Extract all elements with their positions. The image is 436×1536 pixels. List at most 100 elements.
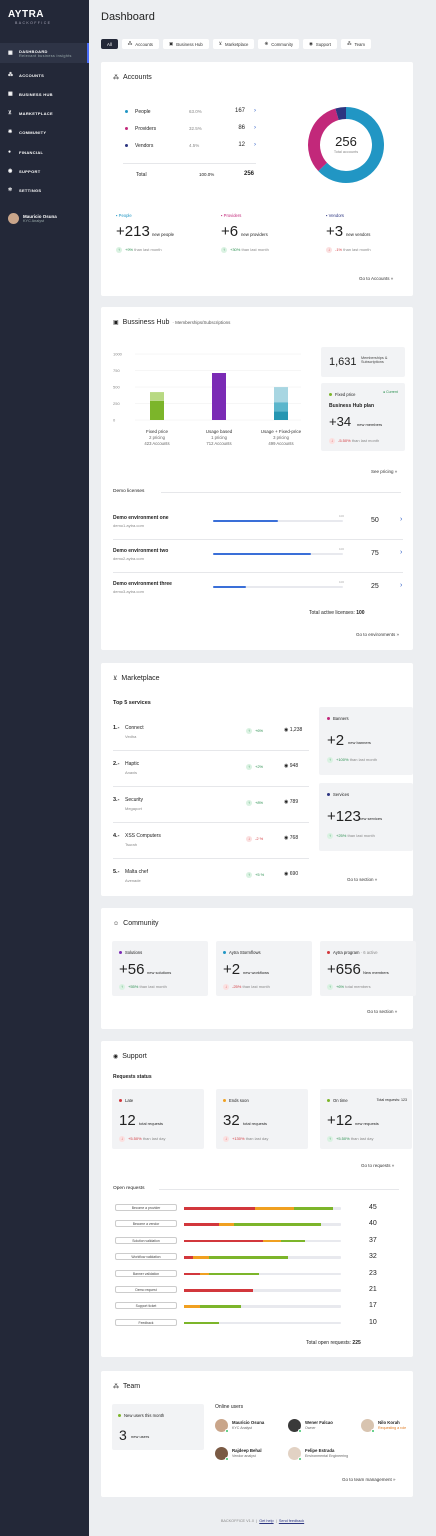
service-name: Connect bbox=[125, 725, 144, 731]
user-name: Mauricio Osuna bbox=[23, 214, 57, 219]
total-label: Total bbox=[136, 172, 147, 178]
delta-value: +30% bbox=[230, 247, 241, 252]
stat-value: +6 bbox=[221, 223, 239, 240]
logo[interactable]: AYTRA BACKOFFICE bbox=[8, 9, 51, 25]
go-to-accounts-link[interactable]: Go to Accounts » bbox=[359, 276, 393, 281]
tab-support[interactable]: ◉ Support bbox=[302, 39, 337, 49]
status-dot bbox=[327, 717, 330, 721]
plan-name: Business Hub plan bbox=[329, 403, 375, 409]
arrow-up-icon: ↑ bbox=[327, 1136, 333, 1142]
delta-value: +100% bbox=[336, 757, 349, 762]
sidebar-item-business-hub[interactable]: ▦ BUSINESS HUB bbox=[0, 85, 89, 103]
service-rank: 2.- bbox=[113, 761, 120, 767]
status-delta: ↓ +5.50% than last day bbox=[119, 1136, 166, 1142]
delta-value: +5 % bbox=[255, 872, 265, 877]
community-stat-box: Aytra Stormflows +2 new workflows ↓ -25% th… bbox=[216, 941, 312, 996]
service-name: Security bbox=[125, 797, 144, 803]
arrow-up-icon: ↑ bbox=[246, 764, 252, 770]
get-help-link[interactable]: Get help bbox=[259, 1519, 274, 1523]
sidebar-item-financial[interactable]: ● FINANCIAL bbox=[0, 143, 89, 161]
card-title-text: Accounts bbox=[123, 74, 152, 81]
go-to-environments-link[interactable]: Go to environments » bbox=[356, 632, 399, 637]
tab-community[interactable]: ❋ Community bbox=[258, 39, 299, 49]
request-count: 32 bbox=[369, 1253, 377, 1261]
go-to-team-link[interactable]: Go to team management » bbox=[342, 1477, 396, 1482]
open-requests-title: Open requests bbox=[113, 1186, 145, 1191]
go-to-section-link[interactable]: Go to section » bbox=[347, 877, 377, 882]
bar-segment bbox=[212, 373, 226, 420]
chevron-right-icon[interactable]: › bbox=[254, 108, 256, 114]
logo-text: AYTRA bbox=[8, 9, 45, 20]
stat-value: +3 bbox=[326, 223, 344, 240]
sidebar-item-support[interactable]: ◉ SUPPORT bbox=[0, 162, 89, 180]
divider bbox=[113, 539, 403, 540]
sidebar-item-accounts[interactable]: ⁂ ACCOUNTS bbox=[0, 66, 89, 84]
sidebar-item-marketplace[interactable]: ⊻ MARKETPLACE bbox=[0, 104, 89, 122]
current-badge: ● Current bbox=[383, 390, 398, 394]
chevron-right-icon[interactable]: › bbox=[254, 142, 256, 148]
delta-suffix: than last month bbox=[343, 247, 371, 252]
views-count: 768 bbox=[289, 835, 299, 841]
chevron-right-icon[interactable]: › bbox=[400, 516, 403, 523]
divider bbox=[123, 163, 256, 164]
team-card: ⁂ Team New users this month 3 new users O… bbox=[101, 1371, 413, 1497]
tab-label: Support bbox=[315, 41, 331, 47]
main-content: Dashboard All ⁂ Accounts ▣ Business Hub ⊻ M… bbox=[89, 0, 436, 1536]
tab-team[interactable]: ⁂ Team bbox=[340, 39, 371, 49]
y-tick-label: 500 bbox=[113, 385, 120, 390]
cart-icon: ⊻ bbox=[8, 109, 12, 116]
user-role: Environmental Engineering bbox=[305, 1454, 349, 1458]
label-text: Solutions bbox=[125, 950, 143, 955]
chevron-right-icon[interactable]: › bbox=[400, 582, 403, 589]
request-bar-segment bbox=[184, 1256, 194, 1259]
sidebar-item-settings[interactable]: ✲ SETTINGS bbox=[0, 181, 89, 199]
sidebar-item-label: SETTINGS bbox=[19, 187, 42, 193]
double-chevron-icon: » bbox=[391, 1163, 395, 1168]
demo-progress-fill bbox=[213, 520, 278, 522]
go-to-requests-link[interactable]: Go to requests » bbox=[361, 1163, 394, 1168]
demo-url: demo2.aytra.com bbox=[113, 556, 144, 561]
service-views: ◉ 789 bbox=[284, 799, 298, 805]
status-dot bbox=[327, 1099, 330, 1103]
services-value: +123 bbox=[327, 808, 361, 825]
demo-max: 100 bbox=[339, 547, 345, 551]
tab-label: Marketplace bbox=[225, 41, 249, 47]
service-views: ◉ 948 bbox=[284, 763, 298, 769]
request-count: 17 bbox=[369, 1302, 377, 1310]
request-bar-segment bbox=[209, 1272, 260, 1276]
tab-business-hub[interactable]: ▣ Business Hub bbox=[162, 39, 209, 49]
label-text: New users this month bbox=[124, 1413, 165, 1418]
link-label: Go to team management bbox=[342, 1477, 392, 1482]
stat-value: +213 bbox=[116, 223, 150, 240]
request-bar-track bbox=[184, 1321, 341, 1325]
tab-accounts[interactable]: ⁂ Accounts bbox=[121, 39, 159, 49]
link-label: Go to environments bbox=[356, 632, 396, 637]
arrow-down-icon: ↓ bbox=[223, 1136, 229, 1142]
business-hub-card: ▣ Bussiness Hub · Memberships/Subscription… bbox=[101, 307, 413, 650]
sidebar-item-community[interactable]: ❋ COMMUNITY bbox=[0, 123, 89, 141]
see-pricing-link[interactable]: See pricing » bbox=[371, 469, 397, 474]
tab-label: Business Hub bbox=[176, 41, 203, 47]
go-to-section-link[interactable]: Go to section » bbox=[367, 1009, 397, 1014]
status-value: +12 bbox=[327, 1112, 353, 1129]
sidebar-item-dashboard[interactable]: ▦ DASHBOARD Relevant business insights bbox=[0, 43, 89, 63]
chevron-right-icon[interactable]: › bbox=[254, 125, 256, 131]
send-feedback-link[interactable]: Send feedback bbox=[278, 1519, 305, 1523]
bar-pricing-label: 3 pricing bbox=[273, 435, 289, 440]
support-icon: ◉ bbox=[113, 1054, 119, 1060]
card-title-text: Support bbox=[122, 1053, 147, 1060]
bar-accounts-label: 499 Accounts bbox=[268, 441, 293, 446]
service-views: ◉ 690 bbox=[284, 871, 298, 877]
label-text: Aytra program bbox=[333, 950, 360, 955]
tab-marketplace[interactable]: ⊻ Marketplace bbox=[212, 39, 255, 49]
total-pct: 100.0% bbox=[199, 172, 215, 177]
total-value: 225 bbox=[352, 1340, 361, 1346]
request-type-label: Solution validation bbox=[115, 1236, 177, 1244]
account-type-name: Providers bbox=[135, 126, 157, 132]
online-indicator bbox=[371, 1429, 375, 1433]
status-dot bbox=[329, 393, 332, 397]
chevron-right-icon[interactable]: › bbox=[400, 549, 403, 556]
user-profile[interactable]: Mauricio Osuna KYC Analyst bbox=[8, 213, 57, 224]
tab-all[interactable]: All bbox=[101, 39, 118, 49]
delta-suffix: than last month bbox=[241, 247, 269, 252]
